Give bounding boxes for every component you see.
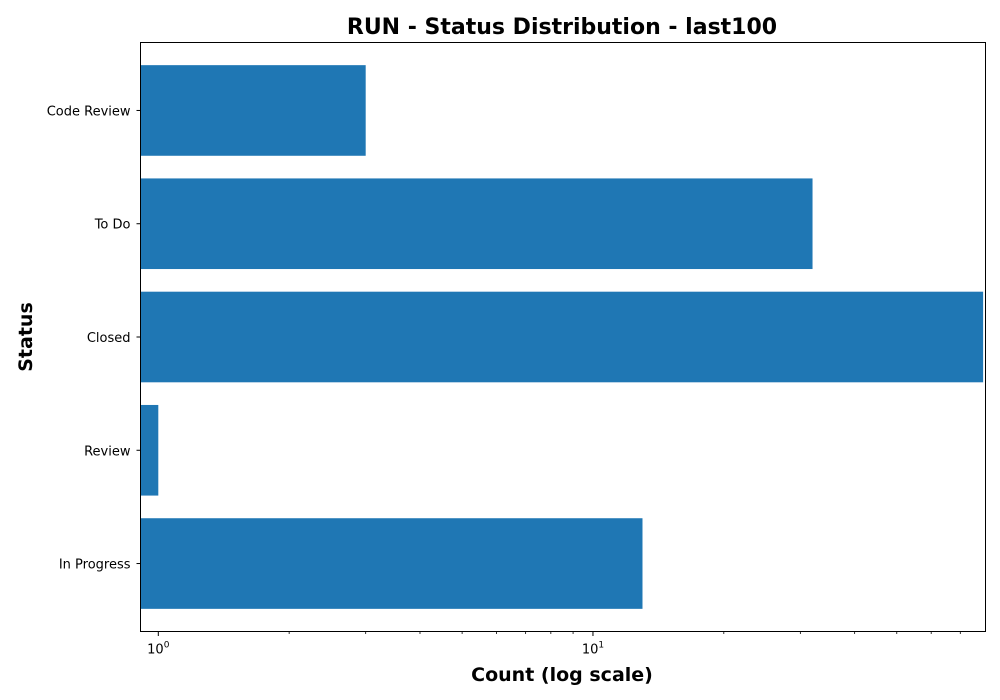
y-tick-label: In Progress — [59, 558, 131, 573]
y-tick-label: To Do — [94, 218, 131, 233]
x-tick-label: 100 — [147, 641, 170, 658]
bar-code-review — [141, 65, 366, 156]
x-axis-label: Count (log scale) — [471, 664, 653, 686]
bar-to-do — [141, 178, 813, 269]
y-tick-label: Code Review — [47, 104, 131, 119]
y-tick-label: Review — [84, 444, 131, 459]
y-tick-label: Closed — [87, 331, 131, 346]
x-axis-ticks: 100 101 — [147, 632, 960, 658]
bars-group — [141, 65, 984, 609]
bar-review — [141, 405, 159, 496]
bar-in-progress — [141, 518, 643, 609]
chart-title: RUN - Status Distribution - last100 — [347, 15, 777, 40]
y-axis-ticks: Code Review To Do Closed Review In Progress — [47, 104, 141, 572]
x-tick-label: 101 — [582, 641, 604, 658]
y-axis-label: Status — [15, 302, 37, 372]
bar-closed — [141, 292, 984, 383]
